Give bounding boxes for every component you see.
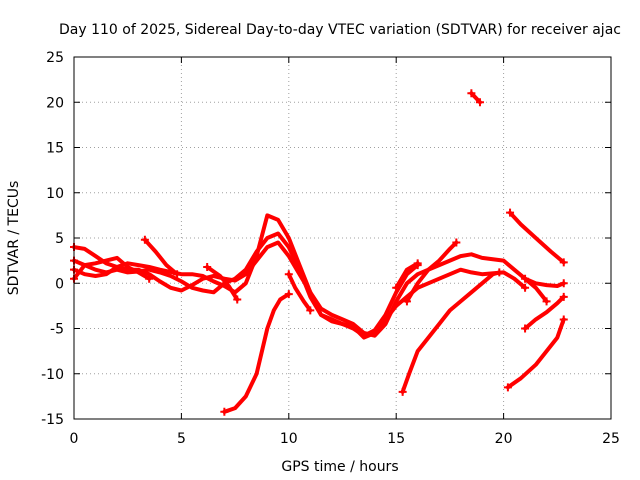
series-track-16 [523,276,566,288]
y-tick-label: -5 [50,322,64,338]
series-track-2 [72,231,528,340]
series-point-marker [284,270,293,279]
x-tick-label: 10 [280,431,298,447]
series-track-13 [508,210,566,265]
series-point-marker [452,238,461,247]
series-track-15 [523,294,566,331]
series-point-marker [467,89,476,98]
series-track-9 [400,270,502,394]
x-tick-label: 0 [70,431,79,447]
x-tick-label: 20 [495,431,513,447]
series-point-marker [521,283,530,292]
series-point-marker [503,383,512,392]
y-tick-label: -15 [41,412,64,428]
series-point-marker [398,387,407,396]
series-track-11 [394,261,420,290]
series-track-6 [205,265,240,302]
series-track-7 [286,272,313,313]
chart-title: Day 110 of 2025, Sidereal Day-to-day VTE… [59,22,621,38]
series-point-marker [392,283,401,292]
series-track-1 [72,240,549,338]
series-point-marker [495,268,504,277]
series-point-marker [220,407,229,416]
series-point-marker [284,290,293,299]
series-track-14 [505,317,566,390]
series-track-8 [222,292,291,414]
series-point-marker [413,259,422,268]
series-point-marker [559,258,568,267]
y-axis-label: SDTVAR / TECUs [6,181,22,296]
series-point-marker [145,274,154,283]
x-tick-label: 25 [602,431,620,447]
series-point-marker [559,292,568,301]
series-track-3 [72,213,420,338]
series-point-marker [306,306,315,315]
series-track-4 [72,255,152,281]
series-point-marker [506,208,515,217]
y-tick-label: 15 [46,141,64,157]
x-tick-label: 15 [387,431,405,447]
x-axis-label: GPS time / hours [281,459,398,475]
series-point-marker [542,297,551,306]
series-track-12 [469,91,482,105]
series-point-marker [140,235,149,244]
series-point-marker [402,297,411,306]
series-point-marker [521,274,530,283]
y-tick-label: 25 [46,50,64,66]
y-tick-label: 0 [55,276,64,292]
axis-ticks: 0 5 10 15 20 25 -15 -10 -5 0 5 10 15 20 25 [41,50,620,447]
series-point-marker [233,295,242,304]
series-track-5 [142,237,180,277]
series-point-marker [521,324,530,333]
series-point-marker [203,262,212,271]
y-tick-label: 5 [55,231,64,247]
series-point-marker [559,315,568,324]
y-tick-label: 20 [46,95,64,111]
series-point-marker [559,279,568,288]
x-tick-label: 5 [177,431,186,447]
y-tick-label: -10 [41,367,64,383]
series-point-marker [173,270,182,279]
series-point-marker [475,98,484,107]
y-tick-label: 10 [46,186,64,202]
series-track-10 [404,240,459,304]
